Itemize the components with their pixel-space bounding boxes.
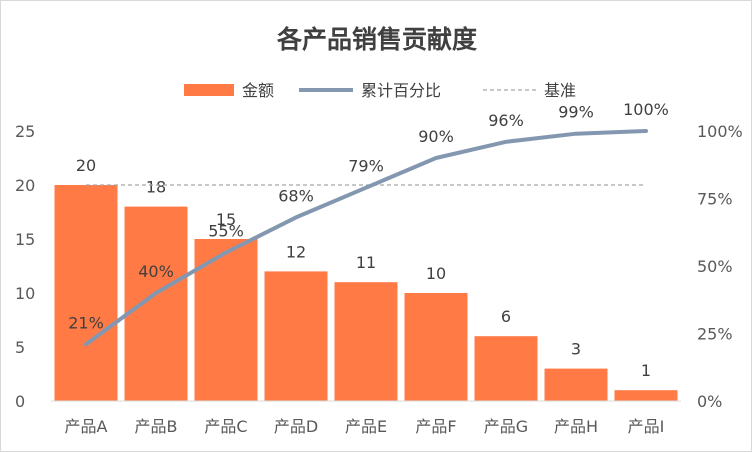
legend-label-line: 累计百分比 — [361, 81, 441, 100]
bar-data-label: 6 — [501, 307, 511, 326]
x-tick-label: 产品C — [204, 417, 247, 436]
legend-label-bar: 金额 — [242, 81, 274, 100]
left-tick-label: 5 — [15, 338, 25, 357]
right-tick-label: 25% — [697, 325, 733, 344]
bar — [474, 336, 538, 401]
line-data-label: 79% — [348, 157, 384, 176]
x-tick-label: 产品H — [554, 417, 598, 436]
bar-data-label: 20 — [76, 156, 96, 175]
line-data-label: 55% — [208, 222, 244, 241]
x-tick-label: 产品E — [345, 417, 387, 436]
bar-data-label: 15 — [216, 210, 236, 229]
bar — [124, 206, 188, 401]
right-tick-label: 100% — [697, 122, 743, 141]
bar-data-label: 11 — [356, 253, 376, 272]
bar-data-label: 10 — [426, 264, 446, 283]
x-tick-label: 产品G — [484, 417, 528, 436]
right-tick-label: 0% — [697, 392, 722, 411]
right-axis-ticks: 0% 25% 50% 75% 100% — [697, 122, 743, 411]
legend: 金额 累计百分比 基准 — [184, 81, 576, 100]
left-tick-label: 20 — [15, 176, 35, 195]
left-tick-label: 15 — [15, 230, 35, 249]
x-tick-label: 产品F — [415, 417, 456, 436]
bar — [404, 293, 468, 401]
left-tick-label: 0 — [15, 392, 25, 411]
bar — [264, 271, 328, 401]
right-tick-label: 50% — [697, 257, 733, 276]
bar — [54, 185, 118, 401]
x-axis-labels: 产品A 产品B 产品C 产品D 产品E 产品F 产品G 产品H 产品I — [65, 417, 665, 436]
bar-data-label: 3 — [571, 340, 581, 359]
line-data-labels: 21% 40% 55% 68% 79% 90% 96% 99% 100% — [68, 100, 669, 332]
left-tick-label: 25 — [15, 122, 35, 141]
x-tick-label: 产品B — [135, 417, 178, 436]
x-tick-label: 产品D — [274, 417, 318, 436]
right-tick-label: 75% — [697, 190, 733, 209]
bar-series — [54, 185, 678, 401]
line-data-label: 40% — [138, 262, 174, 281]
line-data-label: 90% — [418, 127, 454, 146]
left-tick-label: 10 — [15, 284, 35, 303]
bar — [614, 390, 678, 401]
line-data-label: 21% — [68, 313, 104, 332]
bar-data-label: 18 — [146, 178, 166, 197]
bar-data-label: 1 — [641, 361, 651, 380]
line-data-label: 100% — [623, 100, 669, 119]
bar-data-label: 12 — [286, 242, 306, 261]
line-data-label: 68% — [278, 186, 314, 205]
legend-swatch-bar — [184, 84, 234, 96]
line-data-label: 99% — [558, 103, 594, 122]
legend-label-reference: 基准 — [544, 81, 576, 100]
x-tick-label: 产品I — [628, 417, 665, 436]
line-series — [84, 129, 648, 347]
line-data-label: 96% — [488, 111, 524, 130]
left-axis-ticks: 0 5 10 15 20 25 — [15, 122, 35, 411]
cumulative-line — [84, 129, 648, 347]
bar — [544, 368, 608, 401]
bar-data-labels: 20 18 15 12 11 10 6 3 1 — [76, 156, 651, 380]
x-tick-label: 产品A — [65, 417, 108, 436]
bar — [334, 282, 398, 401]
chart-title: 各产品销售贡献度 — [276, 25, 477, 54]
